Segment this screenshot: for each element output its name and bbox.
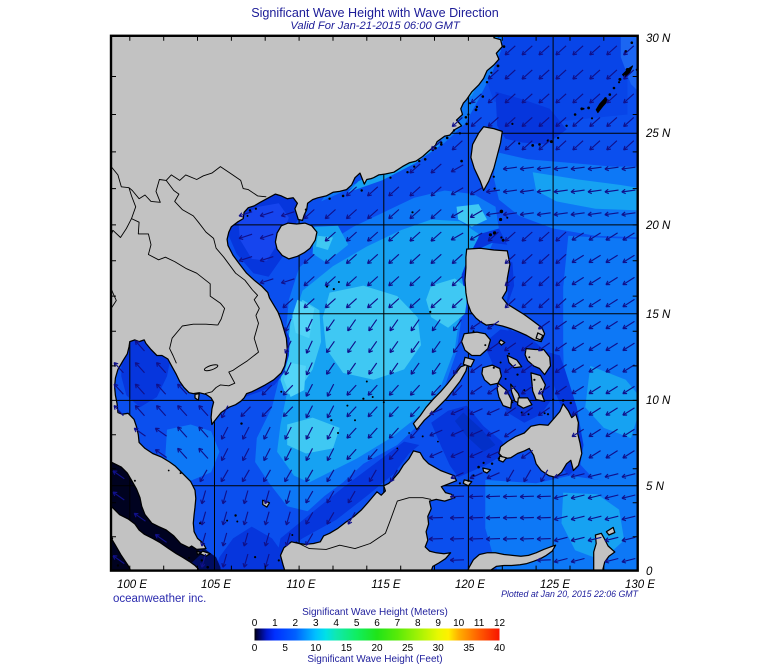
svg-text:100 E: 100 E — [117, 579, 147, 591]
svg-text:Significant Wave Height (Meter: Significant Wave Height (Meters) — [302, 607, 448, 618]
svg-text:Significant Wave Height with W: Significant Wave Height with Wave Direct… — [251, 6, 499, 20]
svg-text:20 N: 20 N — [645, 220, 671, 232]
svg-text:25 N: 25 N — [645, 128, 671, 140]
svg-text:0: 0 — [252, 643, 258, 654]
svg-text:40: 40 — [494, 643, 506, 654]
svg-text:30: 30 — [433, 643, 445, 654]
svg-text:2: 2 — [293, 618, 299, 629]
svg-text:15 N: 15 N — [646, 309, 671, 321]
svg-text:5: 5 — [282, 643, 288, 654]
svg-text:9: 9 — [435, 618, 441, 629]
svg-text:3: 3 — [313, 618, 319, 629]
svg-text:5 N: 5 N — [646, 481, 665, 493]
svg-text:Valid For Jan-21-2015 06:00 GM: Valid For Jan-21-2015 06:00 GMT — [290, 20, 461, 32]
svg-text:15: 15 — [341, 643, 353, 654]
svg-text:30 N: 30 N — [646, 33, 671, 45]
svg-text:0: 0 — [646, 566, 653, 578]
svg-text:8: 8 — [415, 618, 421, 629]
svg-text:10: 10 — [453, 618, 465, 629]
svg-text:4: 4 — [333, 618, 339, 629]
svg-text:7: 7 — [395, 618, 401, 629]
svg-text:Significant Wave Height (Feet): Significant Wave Height (Feet) — [307, 654, 442, 665]
svg-text:6: 6 — [374, 618, 380, 629]
svg-text:105 E: 105 E — [201, 579, 231, 591]
svg-text:35: 35 — [463, 643, 475, 654]
svg-text:110 E: 110 E — [286, 579, 316, 591]
svg-text:10: 10 — [310, 643, 322, 654]
svg-text:120 E: 120 E — [455, 579, 485, 591]
svg-text:10 N: 10 N — [646, 395, 671, 407]
svg-text:Plotted at Jan 20, 2015 22:06: Plotted at Jan 20, 2015 22:06 GMT — [501, 589, 639, 599]
svg-text:20: 20 — [371, 643, 383, 654]
svg-text:1: 1 — [272, 618, 278, 629]
svg-text:0: 0 — [252, 618, 258, 629]
svg-text:11: 11 — [474, 618, 485, 629]
svg-text:130 E: 130 E — [625, 579, 655, 591]
svg-text:5: 5 — [354, 618, 360, 629]
svg-text:115 E: 115 E — [371, 579, 401, 591]
svg-text:12: 12 — [494, 618, 506, 629]
svg-text:125 E: 125 E — [540, 579, 570, 591]
svg-text:25: 25 — [402, 643, 414, 654]
svg-text:oceanweather inc.: oceanweather inc. — [113, 593, 206, 605]
